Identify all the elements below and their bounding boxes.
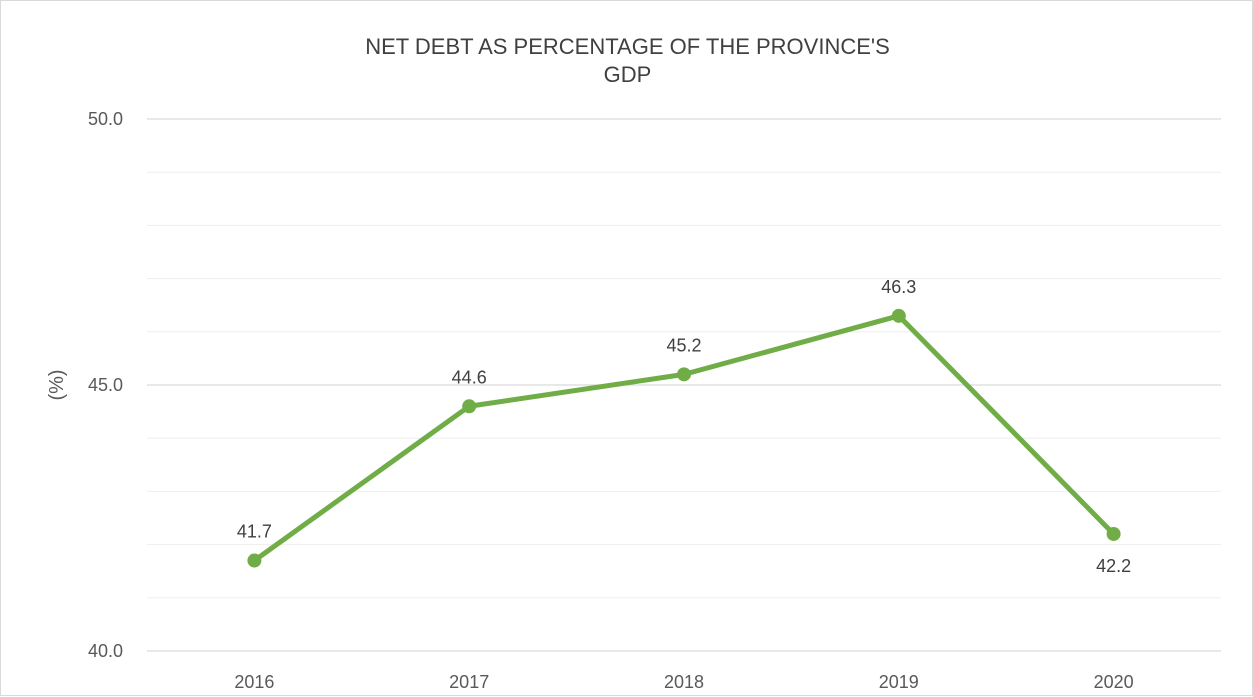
chart-title-line-2: GDP (603, 62, 652, 87)
major-gridlines (147, 118, 1221, 652)
y-axis-ticks: 40.0 45.0 50.0 (88, 109, 123, 661)
x-tick-label: 2017 (449, 672, 489, 692)
x-tick-label: 2016 (234, 672, 274, 692)
y-tick-label: 40.0 (88, 641, 123, 661)
x-tick-label: 2018 (664, 672, 704, 692)
data-labels: 41.7 44.6 45.2 46.3 42.2 (237, 277, 1131, 576)
y-axis-title: (%) (46, 369, 68, 400)
data-label: 46.3 (881, 277, 916, 297)
chart-title-line-1: NET DEBT AS PERCENTAGE OF THE PROVINCE'S (365, 34, 890, 59)
x-tick-label: 2019 (879, 672, 919, 692)
x-axis-ticks: 2016 2017 2018 2019 2020 (234, 672, 1133, 692)
data-point (677, 367, 691, 382)
data-point (891, 308, 906, 323)
data-label: 45.2 (666, 335, 701, 355)
data-point (1106, 526, 1121, 541)
minor-gridlines (147, 171, 1221, 599)
data-label: 41.7 (237, 522, 272, 542)
data-point (247, 553, 262, 568)
y-tick-label: 50.0 (88, 109, 123, 129)
series-group (247, 308, 1121, 568)
chart-title: NET DEBT AS PERCENTAGE OF THE PROVINCE'S… (1, 33, 1253, 89)
x-tick-label: 2020 (1094, 672, 1134, 692)
data-label: 44.6 (452, 367, 487, 387)
y-tick-label: 45.0 (88, 375, 123, 395)
data-label: 42.2 (1096, 556, 1131, 576)
data-point (462, 399, 477, 414)
